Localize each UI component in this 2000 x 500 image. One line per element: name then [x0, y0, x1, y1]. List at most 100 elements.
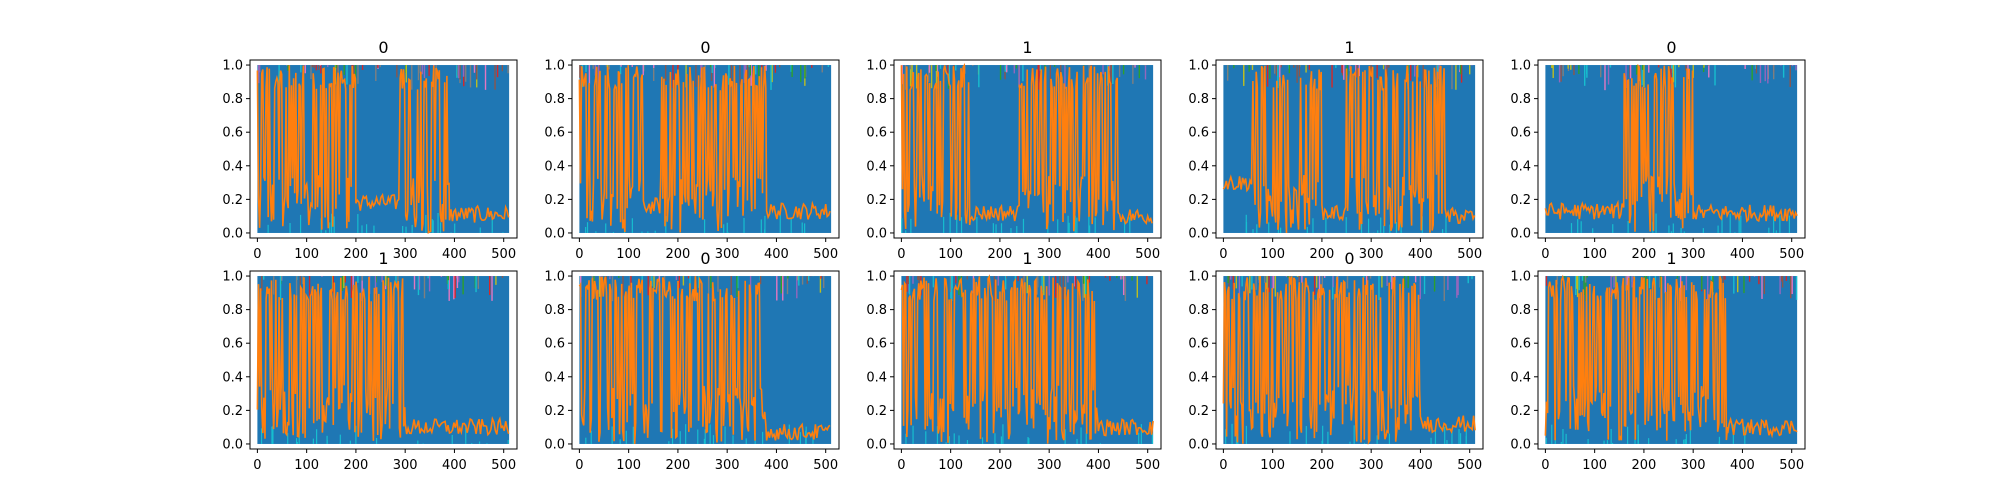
y-tick-label: 0.0 — [544, 437, 565, 452]
panel-2: 0 100 200 300 400 500 0.0 0.2 0.4 0.6 0.8 1.0 0 — [544, 38, 840, 262]
x-tick-label: 0 — [575, 458, 583, 473]
panel-title: 1 — [1022, 249, 1032, 268]
y-tick-label: 0.2 — [1510, 193, 1531, 208]
x-tick-label: 500 — [1457, 458, 1482, 473]
x-tick-label: 100 — [616, 458, 641, 473]
y-tick-label: 0.8 — [222, 92, 243, 107]
x-tick-label: 100 — [1260, 458, 1285, 473]
y-tick-label: 0.4 — [544, 159, 565, 174]
x-tick-label: 100 — [294, 247, 319, 262]
x-tick-label: 500 — [491, 247, 516, 262]
y-tick-label: 1.0 — [1510, 270, 1531, 285]
panel-title: 0 — [1666, 38, 1676, 57]
x-tick-label: 300 — [393, 247, 418, 262]
y-tick-label: 0.2 — [1510, 404, 1531, 419]
y-tick-label: 0.4 — [1188, 370, 1209, 385]
axes-frame — [249, 270, 518, 450]
y-tick-label: 0.8 — [544, 92, 565, 107]
x-tick-label: 200 — [665, 247, 690, 262]
axes-frame — [1537, 270, 1806, 450]
panel-1: 0 100 200 300 400 500 0.0 0.2 0.4 0.6 0.8 1.0 0 — [222, 38, 518, 262]
y-tick-label: 0.8 — [544, 303, 565, 318]
y-tick-label: 0.2 — [866, 193, 887, 208]
x-tick-label: 400 — [764, 458, 789, 473]
series-line-orange — [1222, 65, 1476, 234]
y-tick-label: 0.8 — [1510, 92, 1531, 107]
x-tick-label: 200 — [665, 458, 690, 473]
y-tick-label: 0.8 — [866, 303, 887, 318]
y-tick-label: 0.0 — [866, 226, 887, 241]
y-tick-label: 0.6 — [1510, 126, 1531, 141]
x-tick-label: 500 — [813, 247, 838, 262]
y-tick-label: 0.6 — [544, 126, 565, 141]
plot-area — [578, 65, 832, 233]
panel-3: 0 100 200 300 400 500 0.0 0.2 0.4 0.6 0.8 1.0 1 — [866, 38, 1162, 262]
x-tick-label: 0 — [253, 458, 261, 473]
x-tick-label: 400 — [1408, 247, 1433, 262]
x-tick-label: 200 — [1631, 247, 1656, 262]
x-tick-label: 100 — [938, 247, 963, 262]
series-line-orange — [578, 65, 831, 233]
y-tick-label: 1.0 — [222, 270, 243, 285]
x-tick-label: 100 — [1582, 247, 1607, 262]
y-tick-label: 0.8 — [1188, 92, 1209, 107]
x-tick-label: 200 — [1309, 458, 1334, 473]
y-tick-label: 1.0 — [1188, 59, 1209, 74]
series-line-orange — [256, 65, 510, 235]
y-tick-label: 0.6 — [544, 337, 565, 352]
series-line-orange — [900, 274, 1154, 444]
y-tick-label: 0.2 — [222, 193, 243, 208]
x-tick-label: 300 — [715, 247, 740, 262]
panel-4: 0 100 200 300 400 500 0.0 0.2 0.4 0.6 0.8 1.0 1 — [1188, 38, 1484, 262]
x-tick-label: 400 — [1730, 458, 1755, 473]
x-tick-label: 200 — [987, 247, 1012, 262]
panel-title: 1 — [378, 249, 388, 268]
y-tick-label: 0.0 — [1510, 226, 1531, 241]
plot-area — [256, 65, 510, 235]
x-tick-label: 300 — [1681, 458, 1706, 473]
y-tick-label: 0.6 — [866, 126, 887, 141]
plot-area — [578, 276, 832, 444]
x-tick-label: 0 — [1541, 247, 1549, 262]
x-tick-label: 500 — [491, 458, 516, 473]
y-tick-label: 0.8 — [866, 92, 887, 107]
y-tick-label: 0.4 — [544, 370, 565, 385]
series-line-orange — [1544, 274, 1798, 441]
x-tick-label: 300 — [393, 458, 418, 473]
y-tick-label: 1.0 — [222, 59, 243, 74]
x-tick-label: 400 — [442, 458, 467, 473]
x-tick-label: 100 — [616, 247, 641, 262]
x-tick-label: 300 — [1681, 247, 1706, 262]
x-tick-label: 0 — [897, 458, 905, 473]
y-tick-label: 1.0 — [544, 270, 565, 285]
y-tick-label: 0.6 — [866, 337, 887, 352]
y-tick-label: 0.8 — [222, 303, 243, 318]
x-tick-label: 200 — [1631, 458, 1656, 473]
y-tick-label: 0.4 — [222, 370, 243, 385]
x-tick-label: 100 — [938, 458, 963, 473]
panel-6: 0 100 200 300 400 500 0.0 0.2 0.4 0.6 0.8 1.0 1 — [222, 249, 518, 473]
series-line-orange — [256, 276, 510, 441]
series-line-orange — [1222, 276, 1476, 445]
y-tick-label: 0.0 — [222, 437, 243, 452]
plot-area — [1544, 63, 1798, 233]
x-tick-label: 100 — [1260, 247, 1285, 262]
x-tick-label: 100 — [294, 458, 319, 473]
x-tick-label: 400 — [1730, 247, 1755, 262]
y-tick-label: 0.0 — [544, 226, 565, 241]
x-tick-label: 0 — [897, 247, 905, 262]
x-tick-label: 500 — [1779, 247, 1804, 262]
plot-area — [900, 62, 1154, 233]
y-tick-label: 0.4 — [866, 159, 887, 174]
x-tick-label: 400 — [764, 247, 789, 262]
x-tick-label: 200 — [343, 247, 368, 262]
axes-frame — [1215, 59, 1484, 239]
y-tick-label: 0.0 — [1188, 226, 1209, 241]
x-tick-label: 500 — [1135, 458, 1160, 473]
plot-area — [1544, 274, 1798, 444]
y-tick-label: 0.4 — [1510, 370, 1531, 385]
x-tick-label: 400 — [1086, 458, 1111, 473]
y-tick-label: 0.2 — [1188, 404, 1209, 419]
plot-area — [256, 276, 510, 444]
